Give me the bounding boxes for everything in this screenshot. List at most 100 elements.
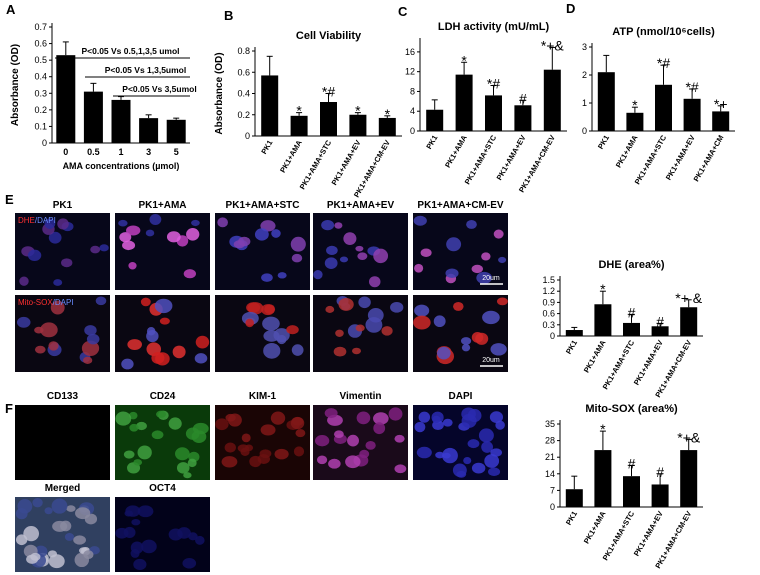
cell (496, 297, 508, 306)
row-label-part: /DAPI (53, 298, 74, 307)
bar (166, 119, 186, 143)
cell (44, 507, 53, 515)
x-tick-label: 3 (146, 147, 151, 157)
bar (485, 95, 502, 131)
cell (328, 458, 341, 469)
y-tick-label: 0 (245, 131, 250, 141)
cell (463, 457, 472, 465)
cell (48, 231, 62, 244)
cell (186, 227, 200, 241)
cell (373, 248, 389, 264)
y-tick-label: 0.2 (34, 105, 47, 115)
cell (99, 244, 109, 252)
cell (471, 462, 486, 474)
significance-marker: * (632, 97, 638, 113)
significance-marker: *+& (541, 37, 565, 53)
significance-marker: # (656, 314, 664, 330)
cell (290, 236, 306, 252)
cell (131, 518, 141, 526)
cell (40, 322, 58, 338)
cell (367, 307, 384, 323)
cell (351, 347, 362, 355)
cell (224, 442, 236, 453)
cell (44, 218, 56, 229)
cell (262, 316, 280, 331)
cell (489, 411, 504, 423)
panel-letter: C (398, 4, 408, 19)
cell (355, 245, 364, 252)
bar (623, 322, 640, 336)
cell (274, 448, 289, 460)
chart-title: LDH activity (mU/mL) (438, 21, 550, 33)
y-tick-label: 0.6 (542, 309, 555, 319)
cell (51, 498, 68, 514)
cell (420, 248, 432, 258)
x-tick-label: PK1+AMA+STC (633, 133, 669, 186)
cell (290, 416, 305, 430)
cell (34, 345, 46, 354)
image-label: CD133 (47, 391, 79, 402)
x-tick-label: PK1 (596, 134, 611, 151)
cell (128, 262, 137, 270)
cell (221, 456, 238, 468)
panel-letter: E (5, 192, 14, 207)
y-tick-label: 0.8 (237, 46, 250, 56)
cell (75, 507, 91, 520)
x-tick-label: PK1+AMA (443, 133, 469, 169)
column-label: PK1+AMA+CM-EV (417, 200, 503, 211)
cell (437, 346, 451, 360)
cell (146, 326, 156, 336)
cell (182, 557, 197, 569)
cell (151, 351, 165, 364)
cell (314, 435, 330, 447)
cell (119, 232, 132, 243)
y-tick-label: 4 (410, 106, 415, 116)
y-tick-label: 0.9 (542, 297, 555, 307)
cell (369, 276, 381, 288)
x-tick-label: PK1+AMA+STC (601, 509, 637, 562)
cell (435, 451, 445, 459)
cell (433, 315, 446, 328)
cell (413, 315, 431, 330)
bar (261, 75, 279, 136)
y-tick-label: 2 (582, 70, 587, 80)
cell (90, 245, 101, 254)
y-tick-label: 14 (545, 469, 555, 479)
cell (347, 434, 359, 447)
cell (215, 418, 229, 431)
cell (493, 229, 504, 239)
significance-marker: *+ & (675, 290, 703, 306)
cell (498, 256, 507, 264)
bar (455, 74, 473, 131)
cell (343, 232, 357, 246)
cell (129, 423, 139, 432)
x-tick-label: PK1+AMA (582, 509, 608, 545)
significance-marker: *# (657, 55, 670, 71)
cell (481, 441, 494, 453)
significance-marker: * (600, 421, 606, 437)
scale-bar-label: 20um (482, 357, 500, 364)
x-tick-label: PK1 (564, 510, 579, 527)
cell (83, 550, 94, 559)
image-label: KIM-1 (249, 391, 277, 402)
row-label-part: DHE (18, 216, 35, 225)
image-label: OCT4 (149, 483, 176, 494)
panel-letter: A (6, 2, 16, 17)
x-axis-label: AMA concentrations (µmol) (63, 161, 180, 171)
cell (136, 421, 147, 431)
cell (175, 447, 190, 461)
cell (291, 344, 304, 356)
cell (355, 324, 365, 332)
cell (118, 219, 128, 227)
image-label: CD24 (150, 391, 176, 402)
x-tick-label: PK1+AMA+EV (330, 139, 363, 187)
row-label: Mito-SOX/DAPI (18, 298, 74, 307)
cell (446, 237, 462, 252)
cell (225, 413, 236, 422)
cell (325, 305, 335, 313)
cell (176, 462, 190, 474)
y-tick-label: 0.1 (34, 121, 47, 131)
cell (260, 424, 276, 436)
y-tick-label: 0 (550, 502, 555, 512)
